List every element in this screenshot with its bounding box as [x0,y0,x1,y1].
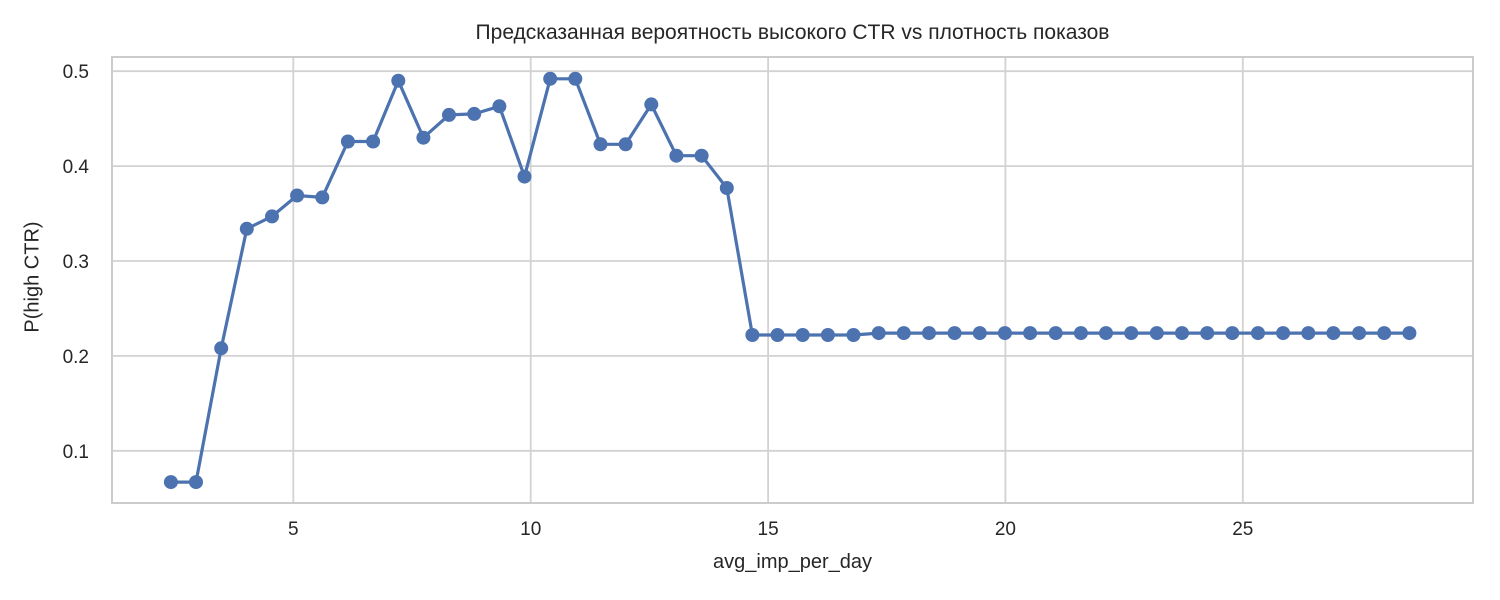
data-point-marker [593,137,608,152]
data-point-marker [1073,326,1088,341]
y-tick-label: 0.2 [63,347,89,368]
data-point-marker [770,328,785,342]
data-point-marker [745,328,760,342]
data-point-marker [568,71,583,86]
data-point-marker [163,475,178,490]
y-tick-label: 0.1 [63,442,89,463]
data-point-marker [517,169,532,184]
data-point-marker [1200,326,1215,341]
data-point-marker [1276,326,1291,341]
x-tick-label: 10 [520,519,541,540]
data-point-marker [1402,326,1417,341]
y-tick-label: 0.3 [63,252,89,273]
data-point-marker [644,97,659,112]
data-point-marker [896,326,911,341]
data-point-marker [1099,326,1113,341]
x-tick-label: 25 [1232,519,1253,540]
y-tick-label: 0.4 [63,157,90,178]
x-tick-label: 5 [288,519,299,540]
data-point-marker [1175,326,1189,341]
data-point-marker [922,326,936,341]
data-point-marker [1149,326,1164,341]
series-line [169,77,1411,484]
plot-border [111,56,1474,504]
data-point-marker [947,326,962,341]
data-point-marker [467,106,482,121]
x-axis-label: avg_imp_per_day [713,551,872,573]
data-point-marker [492,99,507,114]
data-point-marker [315,190,330,205]
data-point-marker [669,148,684,163]
data-point-marker [1377,326,1392,341]
data-point-marker [1251,326,1265,341]
data-point-marker [846,328,861,342]
data-point-marker [618,137,633,152]
data-point-marker [214,341,229,356]
x-tick-label: 20 [995,519,1016,540]
y-tick-label: 0.5 [63,62,89,83]
data-point-marker [694,148,709,163]
data-point-marker [543,71,558,86]
data-point-marker [871,326,886,341]
data-point-marker [795,328,810,342]
data-point-marker [290,188,305,203]
data-point-marker [366,134,381,149]
chart-title: Предсказанная вероятность высокого CTR v… [475,21,1110,44]
data-point-marker [239,221,254,236]
data-point-marker [1352,326,1367,341]
data-point-marker [1225,326,1240,341]
data-point-marker [972,326,987,341]
x-tick-label: 15 [758,519,779,540]
data-point-marker [997,326,1012,341]
data-point-marker [391,73,406,88]
data-point-marker [820,328,835,342]
data-point-marker [719,181,734,195]
data-point-marker [1301,326,1316,341]
data-point-marker [442,107,456,122]
data-point-marker [189,475,203,490]
data-point-marker [1048,326,1063,341]
data-point-marker [1023,326,1038,341]
data-point-marker [340,134,355,149]
data-point-marker [416,130,431,145]
data-point-marker [1124,326,1139,341]
data-point-marker [265,209,279,224]
data-point-marker [1326,326,1341,341]
